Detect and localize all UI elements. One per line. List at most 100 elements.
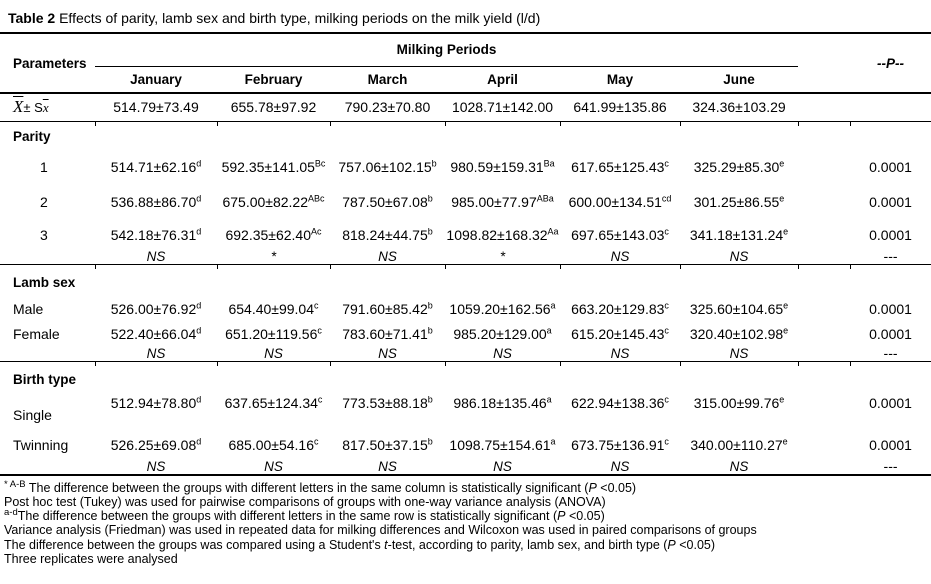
value-cell: 542.18±76.31d bbox=[110, 225, 202, 243]
footnote-line: The difference between the groups was co… bbox=[4, 537, 716, 552]
p-value-cell: 0.0001 bbox=[869, 394, 912, 411]
section-header-birth-type: Birth type bbox=[0, 366, 931, 388]
significance-cell: NS bbox=[680, 249, 799, 265]
column-header-p-value: --P-- bbox=[850, 34, 931, 94]
significance-cell: NS bbox=[95, 346, 217, 362]
column-header-parameters: Parameters bbox=[0, 34, 95, 94]
value-cell: 622.94±138.36c bbox=[571, 393, 669, 411]
value-cell: 514.71±62.16d bbox=[110, 158, 202, 175]
value-cell: 783.60±71.41b bbox=[342, 325, 433, 342]
row-label: Twinning bbox=[13, 436, 69, 453]
value-cell: 654.40±99.04c bbox=[228, 299, 319, 317]
value-cell: 637.65±124.34c bbox=[224, 393, 323, 411]
value-cell: 675.00±82.22ABc bbox=[222, 193, 325, 210]
value-cell: 301.25±86.55e bbox=[693, 193, 785, 210]
significance-cell: NS bbox=[217, 346, 330, 362]
footnote-line: Post hoc test (Tukey) was used for pairw… bbox=[4, 494, 606, 509]
value-cell: 514.79±73.49 bbox=[95, 93, 217, 122]
significance-row-birth-type: NS NS NS NS NS NS --- bbox=[0, 459, 931, 476]
gap-cell bbox=[798, 346, 851, 362]
p-value-cell: 0.0001 bbox=[869, 436, 912, 453]
value-cell: 651.20±119.56c bbox=[225, 325, 322, 342]
gap-cell bbox=[798, 220, 850, 250]
value-cell: 340.00±110.27e bbox=[690, 435, 788, 453]
table-number: Table 2 bbox=[8, 10, 56, 26]
gap-cell bbox=[798, 322, 850, 346]
significance-row-parity: NS * NS * NS NS --- bbox=[0, 249, 931, 265]
column-header-june: June bbox=[680, 66, 799, 94]
plus-minus-s: ± S bbox=[23, 100, 43, 116]
section-label: Parity bbox=[13, 128, 51, 144]
gap-cell bbox=[798, 150, 850, 185]
gap-cell bbox=[798, 295, 850, 322]
value-cell: 818.24±44.75b bbox=[342, 225, 433, 243]
value-cell: 663.20±129.83c bbox=[571, 299, 669, 317]
table-row-single: Single 512.94±78.80d 637.65±124.34c 773.… bbox=[0, 388, 931, 430]
value-cell: 673.75±136.91c bbox=[571, 435, 669, 453]
value-cell: 985.00±77.97ABa bbox=[451, 193, 554, 210]
value-cell: 685.00±54.16c bbox=[228, 435, 319, 453]
table-row-parity-3: 3 542.18±76.31d 692.35±62.40Ac 818.24±44… bbox=[0, 220, 931, 250]
table-row-twinning: Twinning 526.25±69.08d 685.00±54.16c 817… bbox=[0, 430, 931, 460]
p-value-cell: --- bbox=[850, 346, 931, 362]
p-value-cell: 0.0001 bbox=[869, 194, 912, 210]
value-cell: 757.06±102.15b bbox=[338, 158, 437, 175]
mean-row: X± Sx 514.79±73.49 655.78±97.92 790.23±7… bbox=[0, 93, 931, 122]
table-row-parity-1: 1 514.71±62.16d 592.35±141.05Bc 757.06±1… bbox=[0, 150, 931, 185]
value-cell: 655.78±97.92 bbox=[217, 93, 330, 122]
mean-row-label: X± Sx bbox=[0, 93, 95, 122]
value-cell: 697.65±143.03c bbox=[571, 225, 669, 243]
value-cell: 1098.75±154.61a bbox=[449, 435, 556, 453]
value-cell: 341.18±131.24e bbox=[689, 225, 789, 243]
table-row-parity-2: 2 536.88±86.70d 675.00±82.22ABc 787.50±6… bbox=[0, 185, 931, 220]
section-header-parity: Parity bbox=[0, 126, 931, 150]
table-row-female: Female 522.40±66.04d 651.20±119.56c 783.… bbox=[0, 322, 931, 346]
significance-cell: * bbox=[217, 249, 330, 265]
p-value-cell: 0.0001 bbox=[869, 226, 912, 243]
value-cell: 320.40±102.98e bbox=[689, 325, 789, 342]
column-tick-row bbox=[0, 264, 931, 269]
value-cell: 641.99±135.86 bbox=[560, 93, 680, 122]
significance-cell: NS bbox=[445, 346, 560, 362]
header-row-group: Parameters Milking Periods --P-- bbox=[0, 34, 931, 94]
footnote-line: * A-B The difference between the groups … bbox=[4, 478, 637, 495]
table-caption-text: Effects of parity, lamb sex and birth ty… bbox=[59, 10, 541, 26]
value-cell: 787.50±67.08b bbox=[342, 193, 433, 210]
significance-row-lamb-sex: NS NS NS NS NS NS --- bbox=[0, 346, 931, 362]
significance-cell: NS bbox=[560, 249, 680, 265]
significance-cell: NS bbox=[330, 459, 445, 476]
p-value-cell: 0.0001 bbox=[869, 300, 912, 317]
xbar-symbol: X bbox=[13, 97, 24, 117]
significance-cell: * bbox=[445, 249, 560, 265]
significance-cell: NS bbox=[445, 459, 560, 476]
footnotes: * A-B The difference between the groups … bbox=[0, 476, 931, 567]
value-cell: 692.35±62.40Ac bbox=[225, 225, 322, 243]
p-value-cell: 0.0001 bbox=[869, 326, 912, 342]
row-label: 2 bbox=[40, 194, 48, 210]
value-cell: 617.65±125.43c bbox=[571, 158, 669, 175]
row-label: Single bbox=[13, 406, 52, 423]
value-cell: 1028.71±142.00 bbox=[445, 93, 560, 122]
section-header-lamb-sex: Lamb sex bbox=[0, 269, 931, 295]
value-cell: 592.35±141.05Bc bbox=[221, 158, 326, 175]
value-cell: 325.60±104.65e bbox=[689, 299, 789, 317]
header-gap-cell bbox=[798, 34, 851, 94]
footnote-line: Variance analysis (Friedman) was used in… bbox=[4, 523, 757, 538]
data-table: Parameters Milking Periods --P-- January… bbox=[0, 34, 931, 476]
table-caption: Table 2 Effects of parity, lamb sex and … bbox=[0, 0, 931, 34]
gap-cell bbox=[798, 430, 850, 460]
gap-cell bbox=[798, 459, 851, 476]
table-row-male: Male 526.00±76.92d 654.40±99.04c 791.60±… bbox=[0, 295, 931, 322]
header-row-months: January February March April May June bbox=[0, 66, 931, 94]
value-cell: 315.00±99.76e bbox=[693, 393, 785, 411]
row-label-empty bbox=[0, 346, 95, 362]
value-cell: 526.00±76.92d bbox=[110, 299, 202, 317]
row-label: 1 bbox=[40, 159, 48, 175]
column-header-april: April bbox=[445, 66, 560, 94]
gap-cell bbox=[798, 249, 851, 265]
value-cell: 522.40±66.04d bbox=[110, 325, 202, 342]
value-cell: 526.25±69.08d bbox=[110, 435, 202, 453]
value-cell: 817.50±37.15b bbox=[342, 435, 433, 453]
column-header-february: February bbox=[217, 66, 330, 94]
